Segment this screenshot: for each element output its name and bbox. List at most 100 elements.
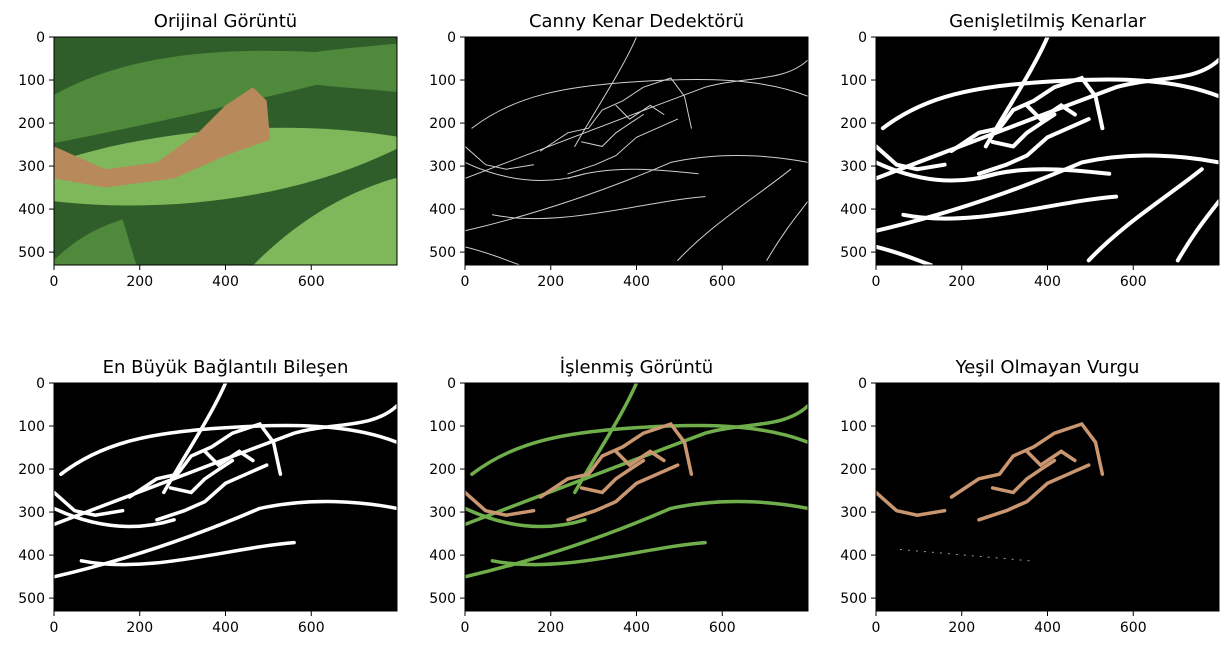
edge-line: [901, 194, 1119, 221]
x-tick-label: 600: [298, 620, 325, 636]
subplot-title: Canny Kenar Dedektörü: [529, 11, 744, 32]
image-area: [54, 37, 397, 265]
x-tick-label: 0: [50, 620, 59, 636]
y-tick-label: 300: [840, 159, 867, 175]
edge-line: [876, 244, 933, 265]
edge-line: [127, 421, 283, 499]
edge-line: [1025, 449, 1077, 468]
y-tick-label: 400: [18, 548, 45, 564]
edge-line: [1024, 102, 1077, 122]
edge-line: [876, 490, 947, 517]
subplot-processed: İşlenmiş Görüntü 0 200 400 600 0 100 200 300 400 5…: [429, 357, 809, 636]
x-tick-label: 600: [709, 620, 736, 636]
subplot-largest: En Büyük Bağlantılı Bileşen 0 200 400 600 0 10…: [18, 357, 398, 636]
edge-line: [54, 404, 397, 527]
edge-line: [990, 458, 1057, 495]
image-area: [465, 383, 808, 611]
subplot-nongreen: Yeşil Olmayan Vurgu 0 200 400 600 0 100 200 300 4…: [840, 357, 1220, 636]
edge-line: [574, 37, 637, 147]
x-tick-label: 200: [948, 620, 975, 636]
edge-line: [54, 499, 397, 579]
image-background: [876, 383, 1219, 611]
y-tick-label: 500: [18, 245, 45, 261]
x-tick-label: 400: [1034, 620, 1061, 636]
x-tick-label: 200: [537, 620, 564, 636]
subplot-canny: Canny Kenar Dedektörü 0 200 400 600 0 100 200 30…: [429, 11, 809, 290]
y-tick-label: 200: [429, 116, 456, 132]
x-tick-label: 0: [872, 620, 881, 636]
y-tick-label: 400: [840, 202, 867, 218]
y-tick-label: 0: [858, 376, 867, 392]
edge-line: [977, 463, 1091, 522]
edge-line: [983, 37, 1050, 149]
edge-line: [203, 449, 255, 468]
image-background: [54, 383, 397, 611]
x-tick-label: 200: [537, 274, 564, 290]
x-tick-label: 600: [298, 274, 325, 290]
y-tick-label: 500: [429, 245, 456, 261]
edge-line: [1175, 199, 1219, 263]
lesion-shape: [54, 87, 271, 188]
edge-line: [54, 506, 176, 529]
x-tick-label: 600: [1120, 274, 1147, 290]
edge-line: [1086, 167, 1204, 263]
subplot-original: Orijinal Görüntü 0 200 400 600 0 100 200 300 400 5…: [18, 11, 398, 290]
image-area: [876, 383, 1219, 611]
edge-line: [976, 167, 1112, 181]
subplot-title: Yeşil Olmayan Vurgu: [955, 357, 1140, 378]
x-tick-label: 0: [461, 274, 470, 290]
edge-line: [540, 77, 692, 152]
y-tick-label: 300: [429, 505, 456, 521]
edge-line: [79, 540, 296, 567]
y-tick-label: 400: [429, 202, 456, 218]
x-tick-label: 0: [872, 274, 881, 290]
y-tick-label: 0: [447, 376, 456, 392]
edge-line: [465, 499, 808, 579]
y-tick-label: 100: [840, 419, 867, 435]
y-tick-label: 0: [447, 30, 456, 46]
leaf-shape: [242, 43, 397, 93]
subplot-title: Orijinal Görüntü: [154, 11, 297, 32]
subplot-dilated: Genişletilmiş Kenarlar 0 200 400 600 0 100 200 3…: [840, 11, 1220, 290]
y-tick-label: 500: [18, 591, 45, 607]
y-tick-label: 200: [429, 462, 456, 478]
edge-line: [465, 145, 535, 170]
y-tick-label: 100: [18, 73, 45, 89]
edge-line: [876, 144, 947, 172]
x-tick-label: 0: [461, 620, 470, 636]
y-tick-label: 400: [18, 202, 45, 218]
x-tick-label: 0: [50, 274, 59, 290]
x-tick-label: 400: [212, 620, 239, 636]
y-tick-label: 400: [840, 548, 867, 564]
edge-line: [465, 154, 808, 232]
y-tick-label: 100: [429, 73, 456, 89]
image-background: [465, 37, 808, 265]
leaf-shape: [54, 127, 397, 206]
x-tick-label: 400: [1034, 274, 1061, 290]
edge-line: [880, 77, 1219, 131]
y-tick-label: 0: [36, 30, 45, 46]
image-background: [876, 37, 1219, 265]
image-background: [465, 383, 808, 611]
x-tick-label: 600: [709, 274, 736, 290]
y-tick-label: 100: [18, 419, 45, 435]
edge-line: [876, 57, 1219, 181]
edge-line: [490, 540, 707, 567]
edge-line: [465, 506, 587, 529]
x-tick-label: 200: [948, 274, 975, 290]
subplot-title: En Büyük Bağlantılı Bileşen: [103, 357, 349, 378]
edge-line: [766, 200, 808, 261]
edge-line: [567, 168, 699, 179]
y-tick-label: 200: [840, 462, 867, 478]
y-tick-label: 200: [18, 116, 45, 132]
x-tick-label: 400: [212, 274, 239, 290]
edge-line: [465, 246, 521, 265]
image-area: [876, 37, 1219, 265]
y-tick-label: 300: [18, 505, 45, 521]
edge-line: [59, 423, 397, 476]
y-tick-label: 300: [18, 159, 45, 175]
faint-edge: [899, 548, 1031, 562]
y-tick-label: 400: [429, 548, 456, 564]
y-tick-label: 300: [429, 159, 456, 175]
